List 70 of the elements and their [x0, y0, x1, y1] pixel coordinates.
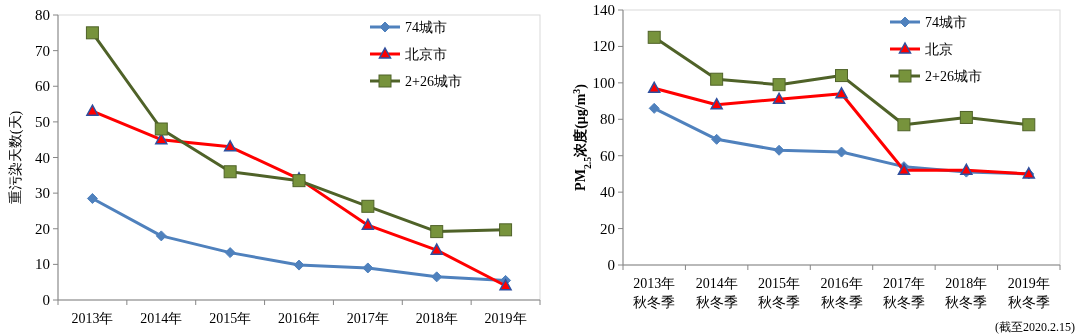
x-tick-label: 2013年秋冬季: [633, 276, 676, 310]
x-tick-label: 2018年: [415, 311, 458, 326]
y-tick-label: 40: [35, 149, 50, 166]
y-tick-label: 20: [600, 220, 615, 237]
y-tick-label: 20: [35, 220, 50, 237]
y-tick-label: 140: [592, 2, 615, 18]
point: [223, 140, 237, 152]
x-tick-label: 2014年: [140, 311, 183, 326]
point: [711, 133, 723, 145]
point: [361, 218, 375, 230]
point: [648, 102, 660, 114]
x-tick-label: 2013年: [71, 311, 114, 326]
point: [959, 110, 973, 124]
point: [897, 118, 911, 132]
point: [86, 192, 98, 204]
legend-label: 北京: [925, 42, 953, 57]
point: [835, 87, 848, 99]
legend-label: 2+26城市: [405, 74, 462, 89]
x-tick-label: 2016年: [278, 311, 320, 326]
y-tick-label: 60: [600, 147, 615, 164]
y-tick-label: 30: [35, 185, 50, 202]
y-tick-label: 70: [35, 42, 50, 59]
point: [362, 262, 374, 274]
point: [224, 247, 236, 259]
point: [647, 81, 661, 94]
point: [85, 26, 99, 40]
x-tick-label: 2014年秋冬季: [695, 276, 738, 310]
point: [154, 122, 168, 136]
y-tick-label: 100: [592, 74, 615, 91]
point: [361, 199, 375, 213]
legend-label: 2+26城市: [925, 69, 982, 84]
legend-label: 74城市: [405, 20, 447, 35]
point: [86, 104, 99, 116]
y-tick-label: 60: [35, 78, 50, 95]
point: [772, 92, 786, 104]
point: [710, 97, 723, 110]
y-tick-label: 80: [600, 111, 615, 128]
point: [647, 30, 661, 44]
x-tick-label: 2019年秋冬季: [1007, 276, 1050, 310]
text: (截至2020.2.15): [995, 320, 1075, 334]
x-tick-label: 2015年: [209, 311, 252, 326]
x-tick-label: 2016年秋冬季: [820, 276, 863, 310]
legend-label: 74城市: [925, 15, 967, 30]
point: [155, 230, 167, 242]
point: [1022, 118, 1036, 132]
y-tick-label: 40: [600, 184, 615, 201]
y-tick-label: 0: [42, 292, 50, 308]
x-tick-label: 2017年: [346, 311, 389, 326]
y-axis-title: 重污染天数(天): [8, 110, 24, 205]
x-tick-label: 2015年秋冬季: [758, 276, 801, 310]
point: [292, 174, 306, 188]
point: [430, 225, 444, 239]
y-tick-label: 50: [35, 113, 50, 130]
x-tick-label: 2018年秋冬季: [945, 276, 988, 310]
point: [773, 144, 785, 156]
point: [223, 165, 237, 179]
point: [499, 279, 512, 291]
x-tick-label: 2017年秋冬季: [882, 276, 925, 310]
y-tick-label: 120: [592, 38, 615, 55]
point: [772, 78, 786, 92]
point: [835, 69, 848, 83]
point: [430, 243, 443, 255]
point: [836, 146, 847, 158]
y-tick-label: 0: [607, 257, 615, 273]
x-tick-label: 2019年: [484, 311, 527, 326]
y-tick-label: 10: [35, 256, 50, 273]
point: [710, 72, 724, 86]
point: [499, 223, 513, 237]
y-tick-label: 80: [35, 7, 50, 23]
legend-label: 北京市: [405, 47, 447, 62]
